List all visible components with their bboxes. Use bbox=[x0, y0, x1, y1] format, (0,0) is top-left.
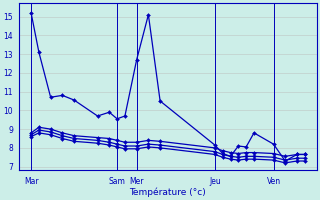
X-axis label: Température (°c): Température (°c) bbox=[130, 187, 206, 197]
